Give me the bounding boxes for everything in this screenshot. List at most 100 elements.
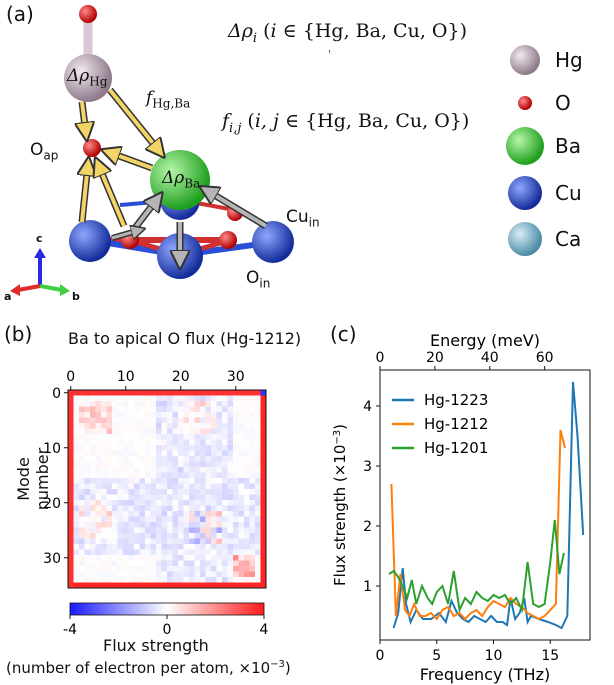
heatmap-cell <box>161 538 168 545</box>
heatmap-cell <box>84 549 91 556</box>
heatmap-cell <box>200 412 206 418</box>
heatmap-cell <box>255 577 261 583</box>
heatmap-cell <box>222 516 228 523</box>
heatmap-cell <box>117 401 124 407</box>
heatmap-cell <box>90 489 96 495</box>
heatmap-cell <box>123 549 129 556</box>
heatmap-cell <box>68 527 74 534</box>
heatmap-cell <box>90 500 96 506</box>
heatmap-cell <box>123 489 129 495</box>
heatmap-cell <box>249 450 256 457</box>
heatmap-cell <box>90 511 96 517</box>
heatmap-cell <box>117 494 124 501</box>
heatmap-cell <box>134 522 140 528</box>
heatmap-cell <box>238 522 245 528</box>
heatmap-cell <box>205 401 212 407</box>
heatmap-cell <box>145 527 151 534</box>
heatmap-cell <box>79 395 85 402</box>
heatmap-cell <box>255 445 261 451</box>
heatmap-cell <box>244 434 250 440</box>
heatmap-cell <box>139 428 146 435</box>
heatmap-cell <box>183 483 190 490</box>
x-tick-label: 0 <box>376 648 385 664</box>
heatmap-cell <box>145 467 151 473</box>
heatmap-cell <box>200 555 206 561</box>
heatmap-cell <box>183 533 190 539</box>
heatmap-cell <box>101 478 107 484</box>
heatmap-cell <box>172 555 179 561</box>
heatmap-cell <box>216 560 223 567</box>
heatmap-cell <box>117 423 124 429</box>
crystal-structure-diagram <box>10 5 330 296</box>
heatmap-cell <box>200 401 206 407</box>
heatmap-cell <box>79 560 85 567</box>
heatmap-cell <box>95 505 102 512</box>
heatmap-cell <box>244 577 250 583</box>
heatmap-cell <box>167 560 173 567</box>
heatmap-cell <box>145 494 151 501</box>
heatmap-cell <box>249 538 256 545</box>
heatmap-cell <box>249 417 256 424</box>
heatmap-cell <box>112 406 118 413</box>
heatmap-cell <box>95 566 102 572</box>
heatmap-cell <box>117 538 124 545</box>
axis-triad <box>10 248 70 296</box>
heatmap-cell <box>106 461 113 468</box>
heatmap-cell <box>233 533 239 539</box>
heatmap-cell <box>183 445 190 451</box>
heatmap-cell <box>156 439 162 446</box>
heatmap-cell <box>134 500 140 506</box>
heatmap-cell <box>68 533 74 539</box>
heatmap-cell <box>112 417 118 424</box>
heatmap-cell <box>123 516 129 523</box>
heatmap-cell <box>244 566 250 572</box>
heatmap-cell <box>150 522 157 528</box>
heatmap-cell <box>167 538 173 545</box>
heatmap-cell <box>156 538 162 545</box>
heatmap-cell <box>112 505 118 512</box>
heatmap-cell <box>106 560 113 567</box>
heatmap-cell <box>233 478 239 484</box>
heatmap-cell <box>90 582 96 589</box>
heatmap-cell <box>106 544 113 550</box>
heatmap-cell <box>222 505 228 512</box>
heatmap-cell <box>244 505 250 512</box>
heatmap-cell <box>244 390 250 396</box>
heatmap-cell <box>90 560 96 567</box>
heatmap-cell <box>167 566 173 572</box>
heatmap-cell <box>211 417 217 424</box>
heatmap-cell <box>150 423 157 429</box>
heatmap-cell <box>200 428 206 435</box>
heatmap-cell <box>84 555 91 561</box>
heatmap-cell <box>90 450 96 457</box>
heatmap-cell <box>189 406 195 413</box>
heatmap-cell <box>79 555 85 561</box>
heatmap-cell <box>178 516 184 523</box>
heatmap-cell <box>112 571 118 578</box>
heatmap-cell <box>260 516 267 523</box>
heatmap-cell <box>90 505 96 512</box>
heatmap-cell <box>68 456 74 462</box>
heatmap-cell <box>222 417 228 424</box>
heatmap-cell <box>260 522 267 528</box>
heatmap-cell <box>134 439 140 446</box>
heatmap-cell <box>205 522 212 528</box>
heatmap-cell <box>194 428 201 435</box>
heatmap-cell <box>178 500 184 506</box>
heatmap-cell <box>123 467 129 473</box>
heatmap-cell <box>123 527 129 534</box>
heatmap-cell <box>249 527 256 534</box>
y-tick-label: 3 <box>363 459 372 475</box>
heatmap-cell <box>238 412 245 418</box>
heatmap-cell <box>178 555 184 561</box>
heatmap-cell <box>156 560 162 567</box>
heatmap-cell <box>156 516 162 523</box>
heatmap-cell <box>128 571 135 578</box>
heatmap-cell <box>238 566 245 572</box>
heatmap-cell <box>161 467 168 473</box>
heatmap-cell <box>167 522 173 528</box>
heatmap-cell <box>167 445 173 451</box>
heatmap-cell <box>189 445 195 451</box>
heatmap-cell <box>134 412 140 418</box>
heatmap-cell <box>112 549 118 556</box>
